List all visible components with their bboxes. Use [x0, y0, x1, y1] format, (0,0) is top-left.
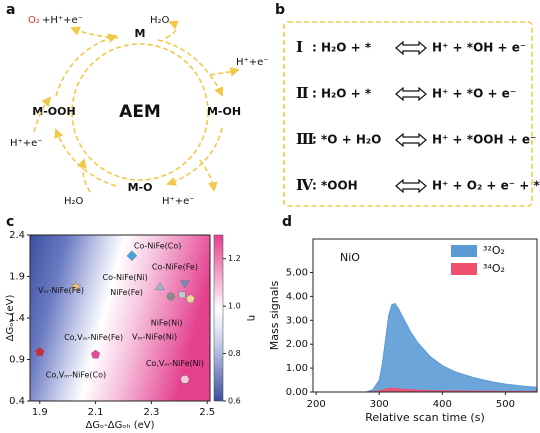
- x-tick-label: 500: [496, 399, 515, 410]
- point-label: Vₘ-NiFe(Fe): [38, 286, 84, 295]
- equation-right: H⁺ + O₂ + e⁻ + *: [432, 179, 540, 193]
- point: [155, 281, 165, 290]
- panel-label: b: [275, 2, 285, 18]
- x-tick-label: 2.3: [143, 407, 159, 418]
- y-axis-label: ΔGₒₕ (eV): [5, 295, 16, 342]
- legend-label: ³⁴O₂: [483, 262, 505, 275]
- numeral: Ⅳ: [296, 176, 314, 194]
- y-tick-label: 1.9: [9, 272, 25, 283]
- legend-swatch: [451, 263, 477, 275]
- y-tick-label: 5.00: [286, 267, 308, 278]
- state: M-OH: [207, 105, 241, 118]
- x-tick-label: 300: [370, 399, 389, 410]
- point-label: Vₘ-NiFe(Ni): [132, 332, 177, 341]
- state: M-O: [128, 181, 153, 194]
- point-label: Co-NiFe(Ni): [103, 273, 148, 282]
- center-label: AEM: [119, 102, 161, 122]
- x-tick-label: 2.1: [88, 407, 104, 418]
- point: [70, 280, 82, 291]
- double-arrow: [395, 132, 427, 148]
- double-arrow: [395, 40, 427, 56]
- point-label: Co,Vₘ-NiFe(Ni): [146, 359, 204, 368]
- equations: Ⅰ: H₂O + * H⁺ + *OH + e⁻Ⅱ: H₂O + * H⁺ + *O…: [296, 38, 540, 194]
- numeral: Ⅰ: [296, 38, 303, 56]
- y-tick-label: 1.00: [286, 363, 308, 374]
- x-axis-label: Relative scan time (s): [365, 411, 485, 424]
- species: H⁺+e⁻: [236, 57, 269, 68]
- point: [185, 294, 195, 303]
- species: H⁺+e⁻: [10, 138, 43, 149]
- panel-label: d: [282, 214, 292, 230]
- point-label: Co,Vₘ-NiFe(Fe): [64, 333, 123, 342]
- point: [166, 292, 175, 301]
- y-tick-label: 0.9: [9, 355, 25, 366]
- equation-box: [283, 21, 533, 207]
- species-o2: O₂: [28, 15, 40, 26]
- y-tick-label: 1.4: [9, 313, 25, 324]
- point: [180, 280, 190, 289]
- aem-circle: [71, 43, 209, 181]
- overpotential-map: [30, 235, 210, 401]
- colorbar-tick-label: 1.2: [228, 254, 241, 263]
- panel-label: a: [6, 2, 15, 18]
- point: [35, 347, 45, 356]
- y-tick-label: 0.4: [9, 396, 25, 407]
- point: [91, 349, 101, 359]
- species: +H⁺+e⁻: [42, 15, 83, 26]
- legend-label: ³²O₂: [483, 244, 505, 257]
- equation-left: : *O + H₂O: [312, 133, 381, 147]
- y-tick-label: 2.4: [9, 230, 25, 241]
- legend-swatch: [451, 245, 477, 257]
- point-label: Co-NiFe(Fe): [152, 263, 198, 272]
- colorbar: [213, 234, 224, 402]
- point-label: Co,Vₘ-NiFe(Co): [46, 371, 106, 380]
- equation-right: H⁺ + *O + e⁻: [432, 87, 516, 101]
- cycle-arrows: [33, 20, 240, 193]
- x-axis-label: ΔGₒ-ΔGₒₕ (eV): [85, 420, 154, 431]
- y-tick-label: 4.00: [286, 291, 308, 302]
- numeral: Ⅱ: [296, 84, 309, 102]
- point: [180, 375, 190, 384]
- annotation: NiO: [340, 251, 360, 264]
- equation-left: : *OOH: [312, 179, 358, 193]
- point: [126, 250, 138, 262]
- x-tick-label: 2.5: [199, 407, 215, 418]
- x-tick-label: 200: [307, 399, 326, 410]
- y-axis-label: Mass signals: [268, 281, 281, 351]
- y-tick-label: 0.00: [286, 387, 308, 398]
- equation-left: : H₂O + *: [312, 41, 372, 55]
- state: M: [135, 27, 146, 40]
- numeral: Ⅲ: [296, 130, 314, 148]
- x-tick-label: 400: [433, 399, 452, 410]
- equation-left: : H₂O + *: [312, 87, 372, 101]
- axes-frame: [312, 238, 538, 393]
- y-tick-label: 3.00: [286, 315, 308, 326]
- double-arrow: [395, 178, 427, 194]
- species: H⁺+e⁻: [162, 196, 195, 207]
- species: H₂O: [150, 15, 170, 26]
- species: H₂O: [64, 196, 84, 207]
- double-arrow: [395, 86, 427, 102]
- panel-label: c: [6, 214, 14, 230]
- x-tick-label: 1.9: [32, 407, 48, 418]
- point: [178, 291, 186, 299]
- point-label: Co-NiFe(Co): [134, 241, 182, 250]
- y-tick-label: 2.00: [286, 339, 308, 350]
- point-label: NiFe(Ni): [151, 318, 183, 327]
- equation-right: H⁺ + *OH + e⁻: [432, 41, 526, 55]
- point-label: NiFe(Fe): [110, 288, 143, 297]
- colorbar-tick-label: 0.8: [228, 349, 241, 358]
- equation-right: H⁺ + *OOH + e⁻: [432, 133, 536, 147]
- colorbar-tick-label: 0.6: [228, 397, 241, 406]
- colorbar-label: η: [246, 315, 257, 321]
- colorbar-tick-label: 1.0: [228, 302, 241, 311]
- area: [313, 302, 538, 393]
